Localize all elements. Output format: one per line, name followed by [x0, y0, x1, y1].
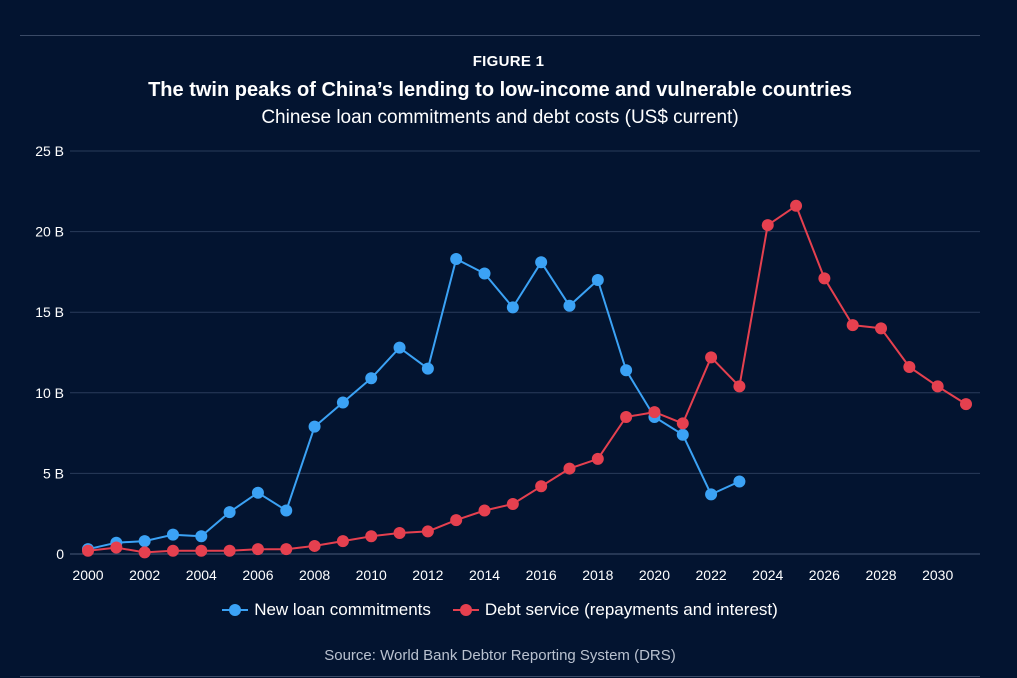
top-divider: [20, 35, 980, 36]
data-point-debt-service-2001[interactable]: [110, 541, 123, 554]
data-point-debt-service-2011[interactable]: [393, 527, 406, 540]
data-point-debt-service-2016[interactable]: [535, 480, 548, 493]
data-point-new-loans-2003[interactable]: [166, 528, 179, 541]
chart-title: The twin peaks of China’s lending to low…: [148, 79, 852, 101]
data-point-debt-service-2000[interactable]: [82, 544, 94, 557]
x-tick-label: 2024: [752, 567, 783, 583]
data-point-debt-service-2024[interactable]: [761, 219, 774, 232]
data-point-debt-service-2012[interactable]: [421, 525, 434, 538]
data-point-debt-service-2008[interactable]: [308, 539, 321, 552]
data-point-debt-service-2015[interactable]: [506, 498, 519, 511]
legend-item-debt-service[interactable]: Debt service (repayments and interest): [452, 600, 778, 620]
data-point-new-loans-2017[interactable]: [563, 299, 576, 312]
data-point-debt-service-2027[interactable]: [846, 319, 859, 332]
data-point-debt-service-2003[interactable]: [166, 544, 179, 557]
y-tick-label: 0: [56, 546, 64, 562]
data-point-new-loans-2015[interactable]: [506, 301, 519, 314]
data-point-new-loans-2012[interactable]: [421, 362, 434, 375]
legend-swatch-debt-service: [452, 603, 479, 617]
y-tick-label: 5 B: [43, 465, 64, 481]
legend-label-debt-service: Debt service (repayments and interest): [484, 600, 778, 619]
series-points: [82, 199, 972, 559]
data-point-new-loans-2009[interactable]: [336, 396, 349, 409]
data-point-new-loans-2011[interactable]: [393, 341, 406, 354]
x-tick-label: 2030: [922, 567, 953, 583]
data-point-new-loans-2002[interactable]: [138, 535, 151, 548]
x-tick-label: 2028: [865, 567, 896, 583]
data-point-debt-service-2019[interactable]: [620, 410, 633, 423]
data-point-debt-service-2030[interactable]: [931, 380, 944, 393]
x-tick-label: 2006: [242, 567, 273, 583]
data-point-new-loans-2010[interactable]: [365, 372, 378, 385]
x-tick-label: 2002: [129, 567, 160, 583]
x-tick-label: 2022: [696, 567, 727, 583]
data-point-debt-service-2007[interactable]: [280, 543, 293, 556]
x-tick-label: 2026: [809, 567, 840, 583]
data-point-new-loans-2021[interactable]: [676, 428, 689, 441]
series-line-new-loans: [87, 258, 740, 551]
x-tick-label: 2004: [186, 567, 217, 583]
data-point-debt-service-2021[interactable]: [676, 417, 689, 430]
data-point-debt-service-2031[interactable]: [960, 398, 972, 411]
data-point-debt-service-2004[interactable]: [195, 544, 208, 557]
y-tick-label: 20 B: [35, 224, 64, 240]
x-tick-label: 2008: [299, 567, 330, 583]
x-tick-label: 2012: [412, 567, 443, 583]
bottom-divider: [20, 676, 980, 677]
y-tick-label: 25 B: [35, 143, 64, 159]
x-tick-label: 2020: [639, 567, 670, 583]
x-tick-label: 2016: [526, 567, 557, 583]
data-point-debt-service-2022[interactable]: [705, 351, 718, 364]
legend-swatch-new-loans: [222, 603, 249, 617]
data-point-debt-service-2028[interactable]: [875, 322, 888, 335]
data-point-debt-service-2029[interactable]: [903, 361, 916, 374]
y-tick-label: 15 B: [35, 304, 64, 320]
figure-label: FIGURE 1: [472, 53, 545, 70]
y-tick-label: 10 B: [35, 385, 64, 401]
data-point-new-loans-2023[interactable]: [733, 475, 746, 488]
data-point-new-loans-2018[interactable]: [591, 273, 604, 286]
y-axis-ticks: 0 5 B 10 B 15 B 20 B 25 B: [35, 143, 64, 562]
x-tick-label: 2018: [582, 567, 613, 583]
data-point-new-loans-2016[interactable]: [535, 256, 548, 269]
data-point-debt-service-2013[interactable]: [450, 514, 463, 527]
legend-label-new-loans: New loan commitments: [254, 600, 431, 619]
x-tick-label: 2014: [469, 567, 500, 583]
data-point-debt-service-2017[interactable]: [563, 462, 576, 475]
data-point-new-loans-2006[interactable]: [251, 486, 264, 499]
gridlines: [70, 150, 980, 555]
x-tick-label: 2000: [72, 567, 103, 583]
x-axis-ticks: 2000 2002 2004 2006 2008 2010 2012 2014 2016 2018…: [72, 567, 953, 583]
data-point-debt-service-2005[interactable]: [223, 544, 236, 557]
data-point-new-loans-2007[interactable]: [280, 504, 293, 517]
data-point-new-loans-2013[interactable]: [450, 253, 463, 266]
data-point-new-loans-2008[interactable]: [308, 420, 321, 433]
data-point-debt-service-2020[interactable]: [648, 406, 661, 419]
data-point-debt-service-2018[interactable]: [591, 452, 604, 465]
data-point-new-loans-2022[interactable]: [705, 488, 718, 501]
x-tick-label: 2010: [356, 567, 387, 583]
series-line-debt-service: [87, 204, 967, 554]
chart-subtitle: Chinese loan commitments and debt costs …: [261, 107, 739, 128]
data-point-debt-service-2026[interactable]: [818, 272, 831, 285]
data-point-new-loans-2014[interactable]: [478, 267, 491, 280]
data-point-debt-service-2002[interactable]: [138, 546, 151, 559]
data-point-new-loans-2005[interactable]: [223, 506, 236, 519]
legend: New loan commitments Debt service (repay…: [0, 600, 1000, 620]
data-point-debt-service-2009[interactable]: [336, 535, 349, 548]
series-lines: [87, 204, 967, 554]
data-point-debt-service-2025[interactable]: [790, 199, 803, 212]
data-point-debt-service-2014[interactable]: [478, 504, 491, 517]
data-point-new-loans-2019[interactable]: [620, 364, 633, 377]
data-point-debt-service-2023[interactable]: [733, 380, 746, 393]
data-point-new-loans-2004[interactable]: [195, 530, 208, 543]
source-note: Source: World Bank Debtor Reporting Syst…: [324, 647, 676, 664]
legend-item-new-loans[interactable]: New loan commitments: [222, 600, 431, 620]
data-point-debt-service-2010[interactable]: [365, 530, 378, 543]
data-point-debt-service-2006[interactable]: [251, 543, 264, 556]
